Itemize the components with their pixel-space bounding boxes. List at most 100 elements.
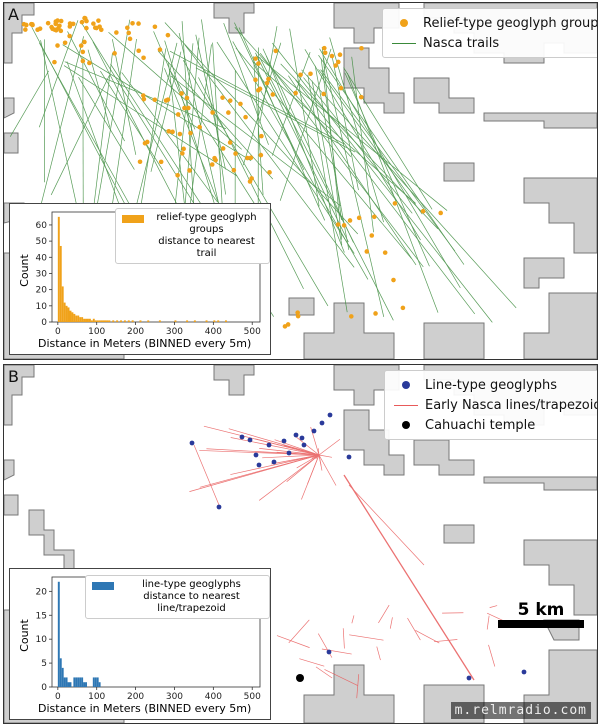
histogram-bar bbox=[61, 667, 64, 687]
relief-geoglyph-dot bbox=[29, 21, 34, 27]
line-geoglyph-dot bbox=[266, 442, 272, 448]
histogram-bar bbox=[98, 320, 101, 322]
nasca-line bbox=[407, 617, 421, 641]
trail-line bbox=[178, 32, 225, 226]
trail-line bbox=[38, 20, 79, 128]
relief-geoglyph-dot bbox=[227, 98, 233, 103]
relief-geoglyph-dot bbox=[170, 129, 175, 135]
trail-line bbox=[78, 76, 135, 170]
nasca-line bbox=[343, 474, 475, 681]
line-geoglyph-dot bbox=[239, 434, 245, 440]
nasca-line bbox=[296, 454, 320, 469]
relief-geoglyph-dot bbox=[233, 151, 238, 156]
relief-geoglyph-dot bbox=[231, 167, 237, 173]
histogram-bar bbox=[186, 320, 189, 322]
histogram-bar bbox=[75, 315, 78, 322]
trail-line bbox=[272, 42, 493, 323]
relief-geoglyph-dot bbox=[80, 49, 86, 55]
relief-geoglyph-dot bbox=[130, 21, 135, 26]
histogram-bar bbox=[174, 320, 177, 322]
y-tick-label: 20 bbox=[36, 286, 48, 296]
trail-line bbox=[181, 21, 196, 221]
trail-line bbox=[108, 31, 242, 150]
orange-dot-icon bbox=[400, 19, 408, 27]
relief-geoglyph-dot bbox=[369, 233, 375, 238]
x-tick-label: 300 bbox=[166, 692, 183, 702]
line-geoglyph-dot bbox=[286, 450, 292, 456]
trail-line bbox=[100, 70, 164, 171]
trail-line bbox=[311, 80, 343, 246]
relief-geoglyph-dot bbox=[157, 47, 163, 52]
relief-geoglyph-dot bbox=[67, 21, 73, 26]
trail-line bbox=[238, 27, 326, 221]
trail-line bbox=[259, 56, 394, 321]
trail-line bbox=[201, 19, 226, 195]
trail-line bbox=[182, 59, 329, 307]
line-geoglyph-dot bbox=[293, 432, 299, 438]
relief-geoglyph-dot bbox=[52, 59, 57, 65]
trail-line bbox=[259, 53, 424, 268]
relief-geoglyph-dot bbox=[358, 94, 364, 100]
histogram-bar bbox=[57, 216, 60, 322]
relief-geoglyph-dot bbox=[84, 25, 89, 31]
relief-geoglyph-dot bbox=[256, 61, 261, 66]
nasca-trails bbox=[9, 19, 517, 323]
histogram-b-ylabel: Count bbox=[17, 619, 31, 652]
trail-line bbox=[9, 70, 49, 137]
trail-line bbox=[318, 54, 465, 265]
relief-geoglyph-dot bbox=[259, 133, 264, 139]
relief-geoglyph-dot bbox=[152, 24, 158, 30]
histogram-bar bbox=[158, 320, 161, 322]
line-geoglyph-dot bbox=[299, 435, 305, 441]
histogram-a-legend: relief-type geoglyph groups distance to … bbox=[115, 208, 270, 264]
trail-line bbox=[87, 49, 111, 128]
panel-b-label: B bbox=[8, 367, 19, 386]
trail-line bbox=[195, 34, 226, 170]
relief-geoglyph-dot bbox=[338, 85, 344, 91]
nasca-line bbox=[301, 454, 320, 500]
histogram-bar bbox=[69, 682, 72, 687]
nasca-line bbox=[351, 615, 355, 624]
line-geoglyph-dot bbox=[281, 438, 287, 444]
histogram-bar bbox=[98, 682, 101, 687]
relief-geoglyph-dot bbox=[184, 95, 190, 101]
relief-geoglyph-dot bbox=[165, 32, 171, 38]
trail-line bbox=[121, 72, 218, 203]
line-geoglyph-dot bbox=[521, 669, 527, 675]
relief-geoglyph-dot bbox=[62, 40, 68, 46]
relief-geoglyph-dot bbox=[182, 105, 187, 111]
histogram-bar bbox=[65, 305, 68, 322]
histogram-bar bbox=[81, 677, 84, 687]
histogram-bar bbox=[116, 320, 119, 322]
trail-line bbox=[346, 72, 439, 313]
histogram-bar bbox=[63, 677, 66, 687]
histogram-bar bbox=[59, 245, 62, 322]
blue-swatch-icon bbox=[92, 582, 114, 590]
histogram-chart-a: 0 100 200 300 400 500 0 10 20 30 40 50 60 bbox=[36, 211, 261, 337]
relief-geoglyph-dot bbox=[273, 48, 279, 54]
line-geoglyph-dot bbox=[271, 459, 277, 465]
relief-geoglyph-dot bbox=[137, 159, 143, 165]
relief-geoglyph-dot bbox=[391, 277, 396, 283]
legend-item-nasca-trails: Nasca trails bbox=[391, 33, 597, 53]
trail-line bbox=[262, 48, 354, 243]
relief-geoglyph-dot bbox=[141, 55, 146, 61]
histogram-bar bbox=[131, 320, 134, 322]
relief-geoglyph-dot bbox=[80, 58, 86, 64]
trail-line bbox=[329, 37, 384, 223]
histogram-chart-b: 0 100 200 300 400 500 0 5 10 15 20 bbox=[36, 576, 261, 702]
legend-item-line-geoglyphs: Line-type geoglyphs bbox=[393, 375, 597, 395]
histogram-bar bbox=[59, 658, 62, 687]
line-geoglyph-dot bbox=[216, 504, 222, 510]
histogram-bar bbox=[92, 318, 95, 322]
relief-geoglyph-dot bbox=[58, 18, 64, 24]
relief-geoglyph-dot bbox=[392, 201, 398, 206]
relief-geoglyph-dot bbox=[227, 140, 233, 145]
x-tick-label: 400 bbox=[205, 327, 222, 337]
trail-line bbox=[343, 67, 433, 210]
y-tick-label: 10 bbox=[36, 302, 48, 312]
relief-geoglyph-dot bbox=[364, 249, 370, 254]
scale-bar: 5 km bbox=[498, 600, 584, 628]
x-tick-label: 0 bbox=[55, 692, 61, 702]
relief-geoglyph-dot bbox=[186, 105, 191, 111]
